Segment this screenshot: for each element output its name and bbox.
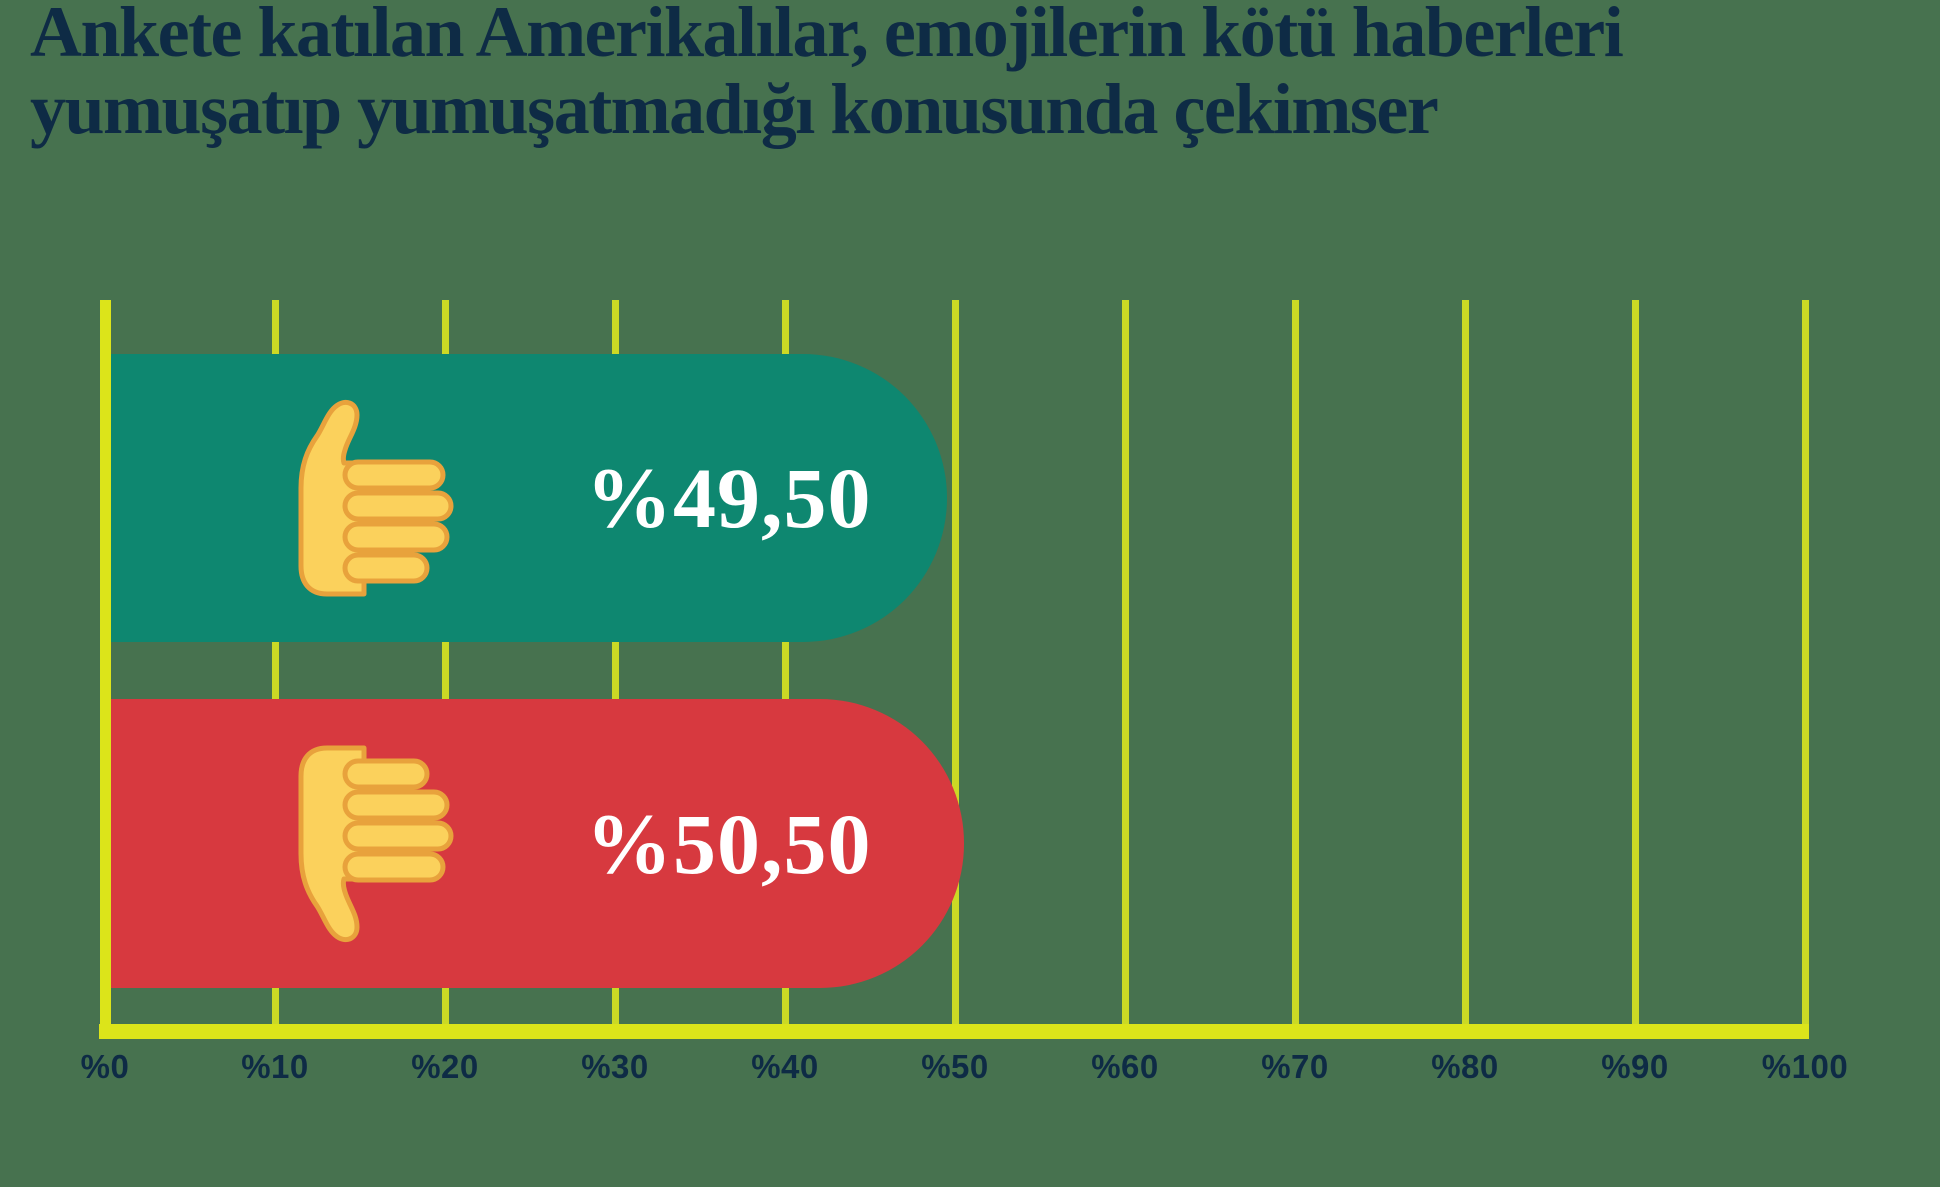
bar-thumbs-down: %50,50 (105, 699, 964, 988)
x-tick-label: %40 (751, 1048, 819, 1085)
gridline (1801, 300, 1809, 1024)
x-tick-label: %50 (921, 1048, 989, 1085)
chart-title: Ankete katılan Amerikalılar, emojilerin … (30, 0, 1624, 149)
gridline (1291, 300, 1299, 1024)
thumbs-down-icon (279, 744, 459, 944)
y-axis-line (100, 300, 111, 1039)
gridline (1121, 300, 1129, 1024)
x-axis-tick-labels: %0 %10 %20 %30 %40 %50 %60 %70 %80 %90 %100 (81, 1048, 1848, 1098)
value-label-thumbs-up: %49,50 (586, 450, 872, 546)
x-tick-label: %100 (1761, 1048, 1849, 1085)
x-tick-label: %20 (411, 1048, 479, 1085)
x-tick-label: %30 (581, 1048, 649, 1085)
gridline (271, 300, 279, 1024)
x-tick-label: %0 (80, 1048, 130, 1085)
bar-thumbs-up: %49,50 (105, 354, 947, 642)
x-tick-label: %60 (1091, 1048, 1159, 1085)
thumbs-up-icon (279, 398, 459, 598)
gridline (1631, 300, 1639, 1024)
chart-title-line-2: yumuşatıp yumuşatmadığı konusunda çekims… (30, 69, 1439, 149)
chart-title-line-1: Ankete katılan Amerikalılar, emojilerin … (30, 0, 1624, 72)
plot-area: %49,50 %50,50 (99, 300, 1809, 1039)
x-axis-line (99, 1024, 1809, 1039)
x-tick-label: %70 (1261, 1048, 1329, 1085)
x-tick-label: %80 (1431, 1048, 1499, 1085)
gridline (611, 300, 619, 1024)
gridline (441, 300, 449, 1024)
value-label-thumbs-down: %50,50 (586, 795, 872, 892)
gridline (951, 300, 959, 1024)
x-tick-label: %90 (1601, 1048, 1669, 1085)
x-tick-label: %10 (241, 1048, 309, 1085)
gridline (1461, 300, 1469, 1024)
gridline (781, 300, 789, 1024)
